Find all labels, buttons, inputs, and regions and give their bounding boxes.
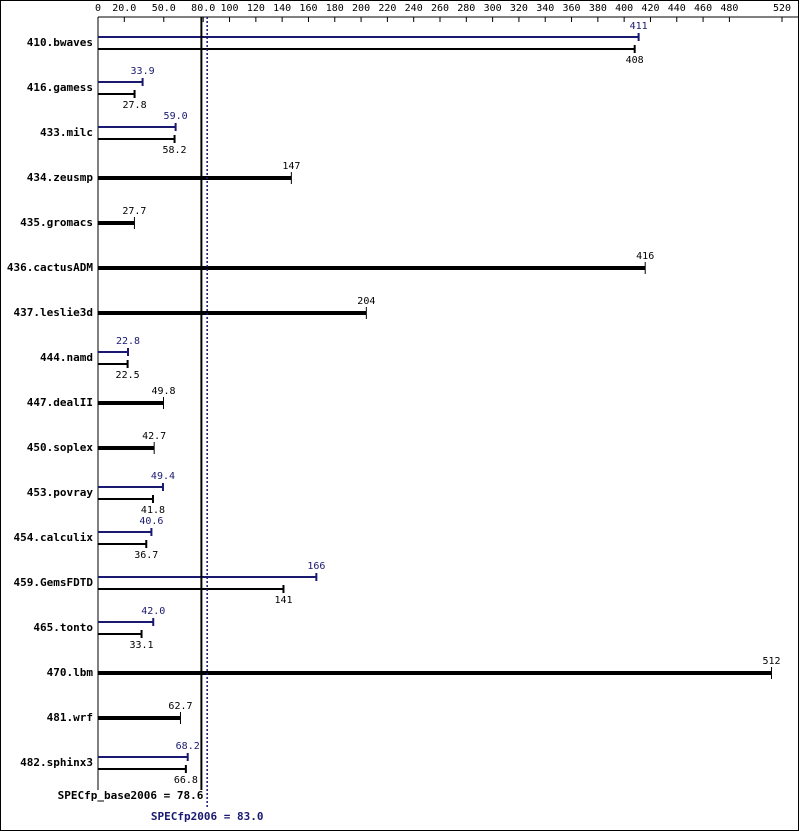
x-tick-label: 200	[352, 3, 370, 14]
bar	[98, 93, 135, 95]
category-label: 433.milc	[40, 126, 93, 139]
bar	[98, 266, 646, 270]
value-label: 141	[274, 595, 292, 606]
summary-label: SPECfp2006 = 83.0	[151, 810, 264, 823]
x-tick-label: 380	[589, 3, 607, 14]
x-tick-label: 460	[694, 3, 712, 14]
x-tick-label: 320	[510, 3, 528, 14]
value-label: 416	[636, 251, 654, 262]
value-label: 204	[357, 296, 375, 307]
value-label: 62.7	[168, 701, 192, 712]
x-tick-label: 260	[431, 3, 449, 14]
bar	[98, 716, 181, 720]
bar	[98, 36, 639, 38]
value-label: 512	[762, 656, 780, 667]
bar	[98, 126, 176, 128]
bar	[98, 401, 164, 405]
x-tick-label: 100	[221, 3, 239, 14]
value-label: 49.8	[151, 386, 175, 397]
x-tick-label: 120	[247, 3, 265, 14]
x-tick-label: 220	[378, 3, 396, 14]
bar	[98, 756, 188, 758]
value-label: 49.4	[151, 471, 175, 482]
category-label: 453.povray	[27, 486, 94, 499]
bar	[98, 486, 163, 488]
bar	[98, 621, 154, 623]
category-label: 447.dealII	[27, 396, 93, 409]
x-tick-label: 300	[484, 3, 502, 14]
category-label: 465.tonto	[33, 621, 93, 634]
bar	[98, 351, 128, 353]
bar	[98, 498, 153, 500]
category-label: 481.wrf	[47, 711, 93, 724]
category-label: 410.bwaves	[27, 36, 93, 49]
bar	[98, 81, 143, 83]
bar	[98, 768, 186, 770]
value-label: 68.2	[176, 741, 200, 752]
x-tick-label: 140	[273, 3, 291, 14]
category-label: 454.calculix	[14, 531, 94, 544]
category-label: 434.zeusmp	[27, 171, 94, 184]
x-tick-label: 400	[615, 3, 633, 14]
x-tick-label: 440	[668, 3, 686, 14]
value-label: 42.0	[141, 606, 165, 617]
category-label: 436.cactusADM	[7, 261, 93, 274]
x-tick-label: 50.0	[152, 3, 176, 14]
bar	[98, 176, 292, 180]
bar	[98, 633, 142, 635]
category-label: 450.soplex	[27, 441, 94, 454]
bar	[98, 311, 367, 315]
value-label: 27.8	[123, 100, 147, 111]
category-label: 470.lbm	[47, 666, 94, 679]
value-label: 66.8	[174, 775, 198, 786]
bar	[98, 543, 147, 545]
value-label: 41.8	[141, 505, 165, 516]
bar	[98, 531, 152, 533]
value-label: 33.1	[129, 640, 153, 651]
bar	[98, 221, 135, 225]
category-label: 459.GemsFDTD	[14, 576, 94, 589]
x-tick-label: 0	[95, 3, 101, 14]
value-label: 408	[626, 55, 644, 66]
x-tick-label: 160	[299, 3, 317, 14]
bar	[98, 588, 284, 590]
value-label: 27.7	[122, 206, 146, 217]
x-tick-label: 280	[457, 3, 475, 14]
value-label: 40.6	[139, 516, 163, 527]
value-label: 22.5	[116, 370, 140, 381]
value-label: 42.7	[142, 431, 166, 442]
x-tick-label: 240	[405, 3, 423, 14]
value-label: 58.2	[163, 145, 187, 156]
x-tick-label: 80.0	[191, 3, 215, 14]
x-tick-label: 520	[773, 3, 791, 14]
x-tick-label: 360	[563, 3, 581, 14]
category-label: 444.namd	[40, 351, 93, 364]
value-label: 33.9	[131, 66, 155, 77]
value-label: 411	[630, 21, 648, 32]
bar	[98, 446, 155, 450]
value-label: 147	[282, 161, 300, 172]
value-label: 59.0	[164, 111, 188, 122]
value-label: 36.7	[134, 550, 158, 561]
category-label: 437.leslie3d	[14, 306, 93, 319]
x-tick-label: 340	[536, 3, 554, 14]
bar	[98, 138, 175, 140]
bar	[98, 671, 772, 675]
summary-label: SPECfp_base2006 = 78.6	[58, 789, 204, 802]
x-tick-label: 180	[326, 3, 344, 14]
x-tick-label: 420	[641, 3, 659, 14]
x-tick-label: 20.0	[112, 3, 136, 14]
category-label: 482.sphinx3	[20, 756, 93, 769]
bar	[98, 363, 128, 365]
x-tick-label: 480	[720, 3, 738, 14]
value-label: 22.8	[116, 336, 140, 347]
bar	[98, 48, 635, 50]
category-label: 416.gamess	[27, 81, 93, 94]
value-label: 166	[307, 561, 325, 572]
category-label: 435.gromacs	[20, 216, 93, 229]
